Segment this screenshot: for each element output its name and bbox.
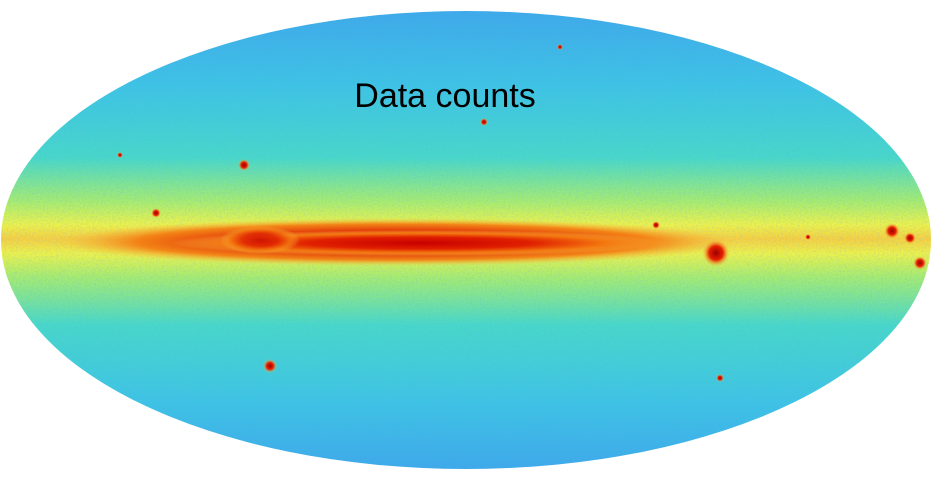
map-title: Data counts: [354, 77, 535, 115]
sky-map: [0, 0, 932, 478]
sky-map-view: Data counts: [0, 0, 932, 478]
